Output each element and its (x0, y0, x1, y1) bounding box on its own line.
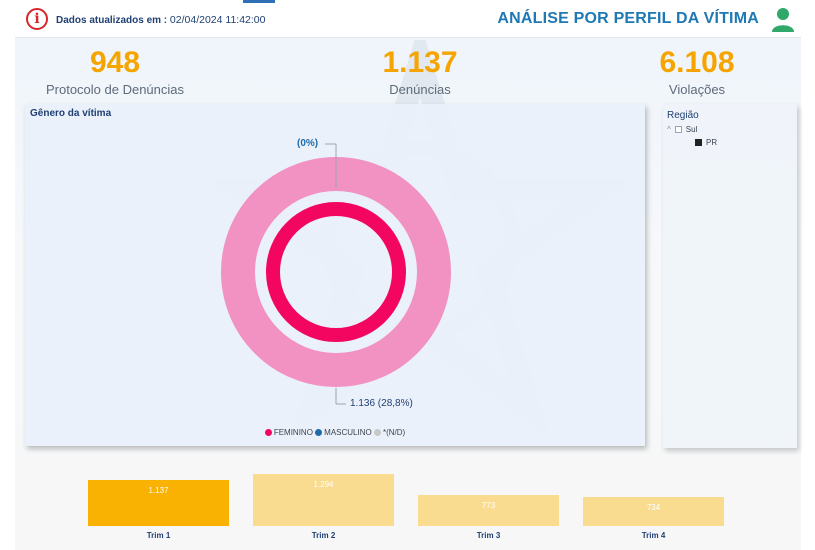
legend-dot (373, 429, 381, 436)
kpi-value: 1.137 (382, 46, 458, 79)
region-filter-panel: Região ^ Sul PR (663, 104, 797, 448)
info-icon[interactable]: i (26, 8, 48, 30)
kpi-label: Violações (668, 82, 726, 97)
bar-trim-3[interactable] (418, 495, 559, 526)
page-title: ANÁLISE POR PERFIL DA VÍTIMA (497, 10, 759, 27)
chevron-up-icon[interactable]: ^ (667, 125, 671, 134)
user-icon (772, 8, 794, 32)
legend-item-feminino[interactable]: FEMININO (264, 428, 313, 437)
updated-label: Dados atualizados em : (56, 15, 168, 26)
legend-item-masculino[interactable]: MASCULINO (315, 428, 372, 437)
legend-dot (264, 429, 272, 436)
legend-item-nd[interactable]: *(N/D) (373, 428, 406, 437)
region-item-sul[interactable]: ^ Sul (667, 125, 697, 134)
region-label: PR (706, 138, 718, 147)
slice-label-feminino: 1.136 (28,8%) (350, 398, 413, 409)
legend-label: MASCULINO (324, 428, 372, 437)
top-header-bar: i Dados atualizados em : 02/04/2024 11:4… (15, 0, 801, 38)
slice-label-nd: (0%) (297, 138, 319, 149)
bar-trim-1[interactable] (88, 480, 229, 526)
region-item-pr[interactable]: PR (695, 138, 717, 147)
checkbox[interactable] (674, 126, 682, 133)
tab-indicator (243, 0, 275, 3)
kpi-value: 948 (89, 46, 141, 79)
donut-inner-ring[interactable] (266, 202, 406, 342)
kpi-violations: 6.108 Violações (612, 46, 782, 98)
kpi-label: Protocolo de Denúncias (45, 82, 185, 97)
last-updated: Dados atualizados em : 02/04/2024 11:42:… (56, 14, 265, 26)
gender-donut-chart (221, 143, 451, 405)
region-label: Sul (685, 125, 698, 134)
gender-chart-panel: Gênero da vítima (0%) 1.136 (28,8%) FEMI… (25, 104, 645, 446)
kpi-value: 6.108 (659, 46, 735, 79)
legend-label: *(N/D) (382, 428, 406, 437)
kpi-protocols: 948 Protocolo de Denúncias (30, 46, 200, 98)
chart-legend: FEMININO MASCULINO *(N/D) (25, 428, 645, 437)
legend-label: FEMININO (273, 428, 313, 437)
bar-trim-2[interactable] (253, 474, 394, 526)
kpi-label: Denúncias (389, 82, 451, 97)
region-filter-title: Região (667, 110, 699, 121)
legend-dot (315, 429, 323, 436)
chart-title: Gênero da vítima (30, 108, 112, 119)
kpi-complaints: 1.137 Denúncias (335, 46, 505, 98)
bar-trim-4[interactable] (583, 497, 724, 526)
checkbox-checked[interactable] (695, 139, 702, 146)
updated-value: 02/04/2024 11:42:00 (169, 14, 266, 26)
